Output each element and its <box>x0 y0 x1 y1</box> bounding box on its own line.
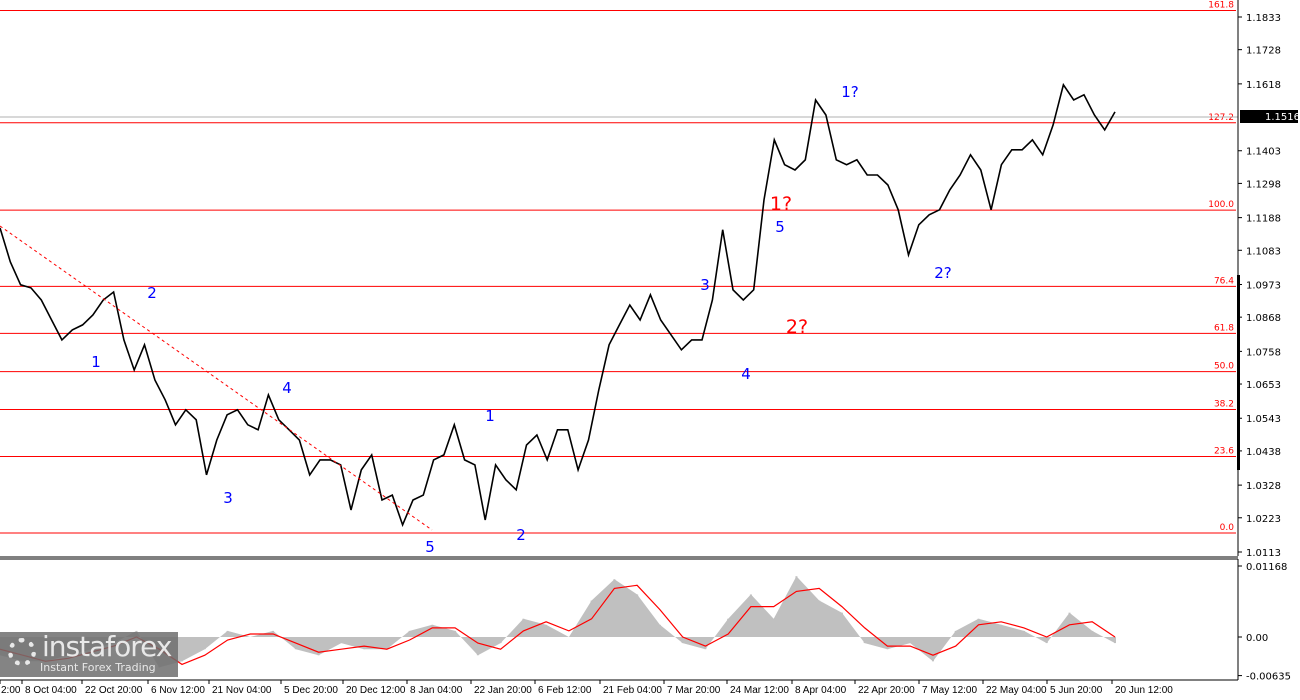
y-tick-label: 1.0438 <box>1246 447 1281 458</box>
x-tick-label: 24 Mar 12:00 <box>730 685 789 696</box>
wave-label: 5 <box>425 538 435 556</box>
y-tick-label: 1.1298 <box>1246 179 1281 190</box>
wave-label: 4 <box>741 365 751 383</box>
wave-label: 5 <box>775 218 785 236</box>
y-tick-label: 1.1833 <box>1246 13 1281 24</box>
fib-level-label: 100.0 <box>1208 200 1234 210</box>
x-tick-label: 22 May 04:00 <box>986 685 1047 696</box>
y-tick-label: 1.1403 <box>1246 147 1281 158</box>
x-tick-label: 7 May 12:00 <box>922 685 977 696</box>
y-tick-label: 1.0973 <box>1246 280 1281 291</box>
x-tick-label: 21 Nov 04:00 <box>212 685 272 696</box>
wave-label: 2? <box>786 316 808 338</box>
instaforex-logo: instaforex Instant Forex Trading <box>0 632 178 677</box>
x-tick-label: 22 Apr 20:00 <box>858 685 915 696</box>
fib-level-label: 0.0 <box>1220 523 1235 533</box>
y-tick-label: 1.1618 <box>1246 80 1281 91</box>
fib-level-label: 23.6 <box>1214 447 1234 457</box>
x-tick-label: 7 Mar 20:00 <box>667 685 721 696</box>
price-series-line <box>0 82 1116 528</box>
y-tick-label: 1.0653 <box>1246 380 1281 391</box>
y-tick-label: 1.1083 <box>1246 246 1281 257</box>
x-tick-label: 5 Dec 20:00 <box>284 685 338 696</box>
logo-name: instaforex <box>42 632 172 663</box>
y-tick-label: 1.0328 <box>1246 481 1281 492</box>
wave-label: 1 <box>91 353 101 371</box>
x-tick-label: 22 Oct 20:00 <box>85 685 143 696</box>
x-tick-label: 8 Apr 04:00 <box>795 685 847 696</box>
wave-label: 2 <box>147 284 157 302</box>
x-tick-label: 21 Feb 04:00 <box>603 685 662 696</box>
y-tick-label: 1.0758 <box>1246 347 1281 358</box>
x-tick-label: 20 Dec 12:00 <box>346 685 406 696</box>
x-tick-label: 8 Jan 04:00 <box>410 685 463 696</box>
trend-line <box>0 225 433 531</box>
x-tick-label: 22 Jan 20:00 <box>474 685 532 696</box>
x-tick-label: 5 Jun 20:00 <box>1050 685 1103 696</box>
gear-icon <box>8 638 36 666</box>
x-tick-label: 2:00 <box>1 685 21 696</box>
x-tick-label: 8 Oct 04:00 <box>25 685 77 696</box>
wave-label: 4 <box>282 379 292 397</box>
fib-level-label: 127.2 <box>1208 113 1234 123</box>
wave-label: 1? <box>841 83 859 101</box>
signal-line <box>0 584 1116 666</box>
fib-level-label: 61.8 <box>1214 323 1234 333</box>
fib-level-label: 50.0 <box>1214 362 1234 372</box>
x-tick-label: 6 Feb 12:00 <box>538 685 592 696</box>
current-price-label: 1.1516 <box>1265 112 1300 123</box>
y-tick-label: 1.0868 <box>1246 313 1281 324</box>
y-tick-label: 1.1728 <box>1246 46 1281 57</box>
fib-level-label: 38.2 <box>1214 400 1234 410</box>
y-tick-label: 1.1188 <box>1246 214 1281 225</box>
wave-label: 2 <box>516 526 526 544</box>
x-tick-label: 6 Nov 12:00 <box>151 685 205 696</box>
fib-level-label: 76.4 <box>1214 276 1234 286</box>
logo-tagline: Instant Forex Trading <box>40 661 156 674</box>
wave-label: 1? <box>770 193 792 215</box>
wave-label: 2? <box>934 264 952 282</box>
osc-tick-label: -0.00635 <box>1246 672 1291 683</box>
osc-tick-label: 0.00 <box>1246 633 1268 644</box>
current-price-marker <box>1240 110 1298 123</box>
wave-label: 3 <box>223 489 233 507</box>
wave-label: 1 <box>485 407 495 425</box>
y-tick-label: 1.0113 <box>1246 548 1281 559</box>
wave-label: 3 <box>700 276 710 294</box>
price-axis-bar <box>1237 275 1240 470</box>
y-tick-label: 1.0223 <box>1246 514 1281 525</box>
osc-tick-label: 0.01168 <box>1246 562 1287 573</box>
x-tick-label: 20 Jun 12:00 <box>1115 685 1173 696</box>
y-tick-label: 1.0543 <box>1246 414 1281 425</box>
fib-level-label: 161.8 <box>1208 0 1234 10</box>
